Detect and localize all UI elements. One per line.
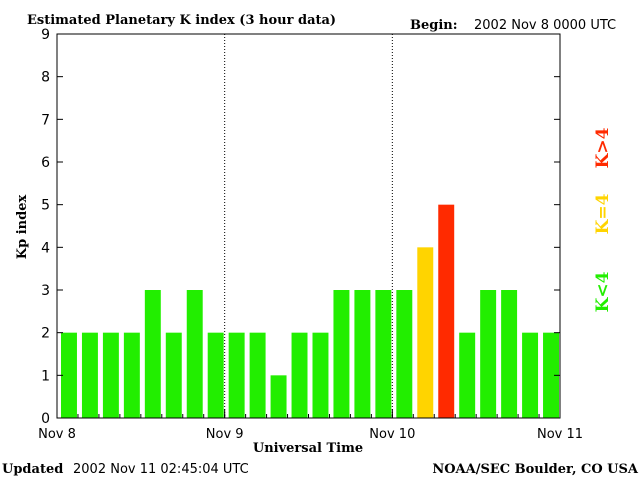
legend-high-label: K>4: [593, 127, 613, 168]
kp-bar: [61, 332, 77, 418]
x-tick-label: Nov 8: [38, 427, 76, 442]
kp-bar: [291, 332, 308, 418]
kp-bar: [207, 332, 224, 418]
legend-low-label: K<4: [593, 271, 613, 312]
x-axis-label: Universal Time: [253, 441, 363, 456]
kp-bar: [459, 332, 476, 418]
chart-title: Estimated Planetary K index (3 hour data…: [27, 13, 336, 28]
y-tick-label: 7: [41, 112, 50, 128]
credit-text: NOAA/SEC Boulder, CO USA: [432, 462, 639, 477]
x-tick-label: Nov 11: [537, 427, 583, 442]
y-tick-label: 8: [41, 70, 50, 86]
begin-value: 2002 Nov 8 0000 UTC: [474, 18, 616, 33]
legend-mid-label: K=4: [593, 193, 613, 234]
kp-bar: [417, 247, 434, 418]
kp-bar: [165, 332, 182, 418]
kp-bar: [333, 290, 350, 418]
y-tick-label: 3: [41, 283, 50, 299]
begin-label: Begin:: [410, 18, 458, 33]
updated-label: Updated: [2, 462, 63, 477]
y-tick-label: 6: [41, 155, 50, 171]
kp-bar: [186, 290, 203, 418]
y-tick-label: 0: [41, 411, 50, 427]
y-tick-label: 1: [41, 368, 50, 384]
y-axis-label: Kp index: [15, 195, 30, 260]
kp-bar: [249, 332, 266, 418]
x-tick-label: Nov 9: [206, 427, 244, 442]
x-tick-label: Nov 10: [369, 427, 415, 442]
kp-bar: [543, 332, 559, 418]
kp-bar: [144, 290, 161, 418]
kp-bar: [438, 204, 455, 418]
kp-bar: [396, 290, 413, 418]
y-tick-label: 2: [41, 326, 50, 342]
kp-bar: [375, 290, 392, 418]
kp-bar: [81, 332, 98, 418]
plot-area: 0 1 2 3 4 5 6 7 8 9 Nov 8 Nov 9 Nov 10 Nov 11: [38, 27, 583, 442]
kp-bar: [480, 290, 497, 418]
kp-bar: [228, 332, 245, 418]
updated-value: 2002 Nov 11 02:45:04 UTC: [73, 462, 249, 477]
kp-bar: [522, 332, 539, 418]
kp-bar: [123, 332, 140, 418]
y-tick-label: 9: [41, 27, 50, 43]
kp-bar: [312, 332, 329, 418]
kp-bar: [102, 332, 119, 418]
kp-bar: [270, 375, 287, 418]
y-tick-label: 4: [41, 240, 50, 256]
y-tick-label: 5: [41, 198, 50, 214]
kp-bar: [354, 290, 371, 418]
kp-bar: [501, 290, 518, 418]
